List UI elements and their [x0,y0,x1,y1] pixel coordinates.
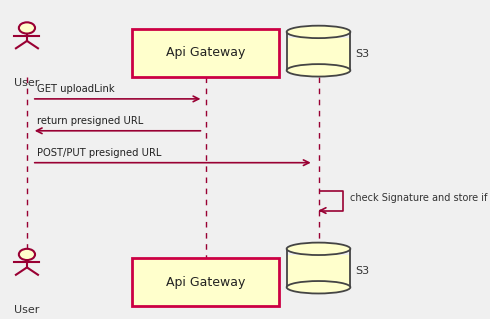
Text: S3: S3 [355,49,369,59]
Ellipse shape [287,242,350,255]
Text: User: User [14,305,40,315]
FancyBboxPatch shape [132,29,279,77]
FancyBboxPatch shape [132,258,279,306]
Text: check Signature and store if valid: check Signature and store if valid [350,193,490,203]
Bar [287,255,350,287]
Ellipse shape [287,64,350,77]
Bar [287,38,350,70]
Text: GET uploadLink: GET uploadLink [37,84,114,94]
Ellipse shape [287,26,350,38]
Text: Api Gateway: Api Gateway [166,46,245,59]
Text: User: User [14,78,40,88]
Text: return presigned URL: return presigned URL [37,116,143,126]
Text: Api Gateway: Api Gateway [166,276,245,289]
Ellipse shape [287,281,350,293]
Ellipse shape [19,249,35,260]
Ellipse shape [19,22,35,33]
Text: S3: S3 [355,266,369,276]
Text: POST/PUT presigned URL: POST/PUT presigned URL [37,148,161,158]
